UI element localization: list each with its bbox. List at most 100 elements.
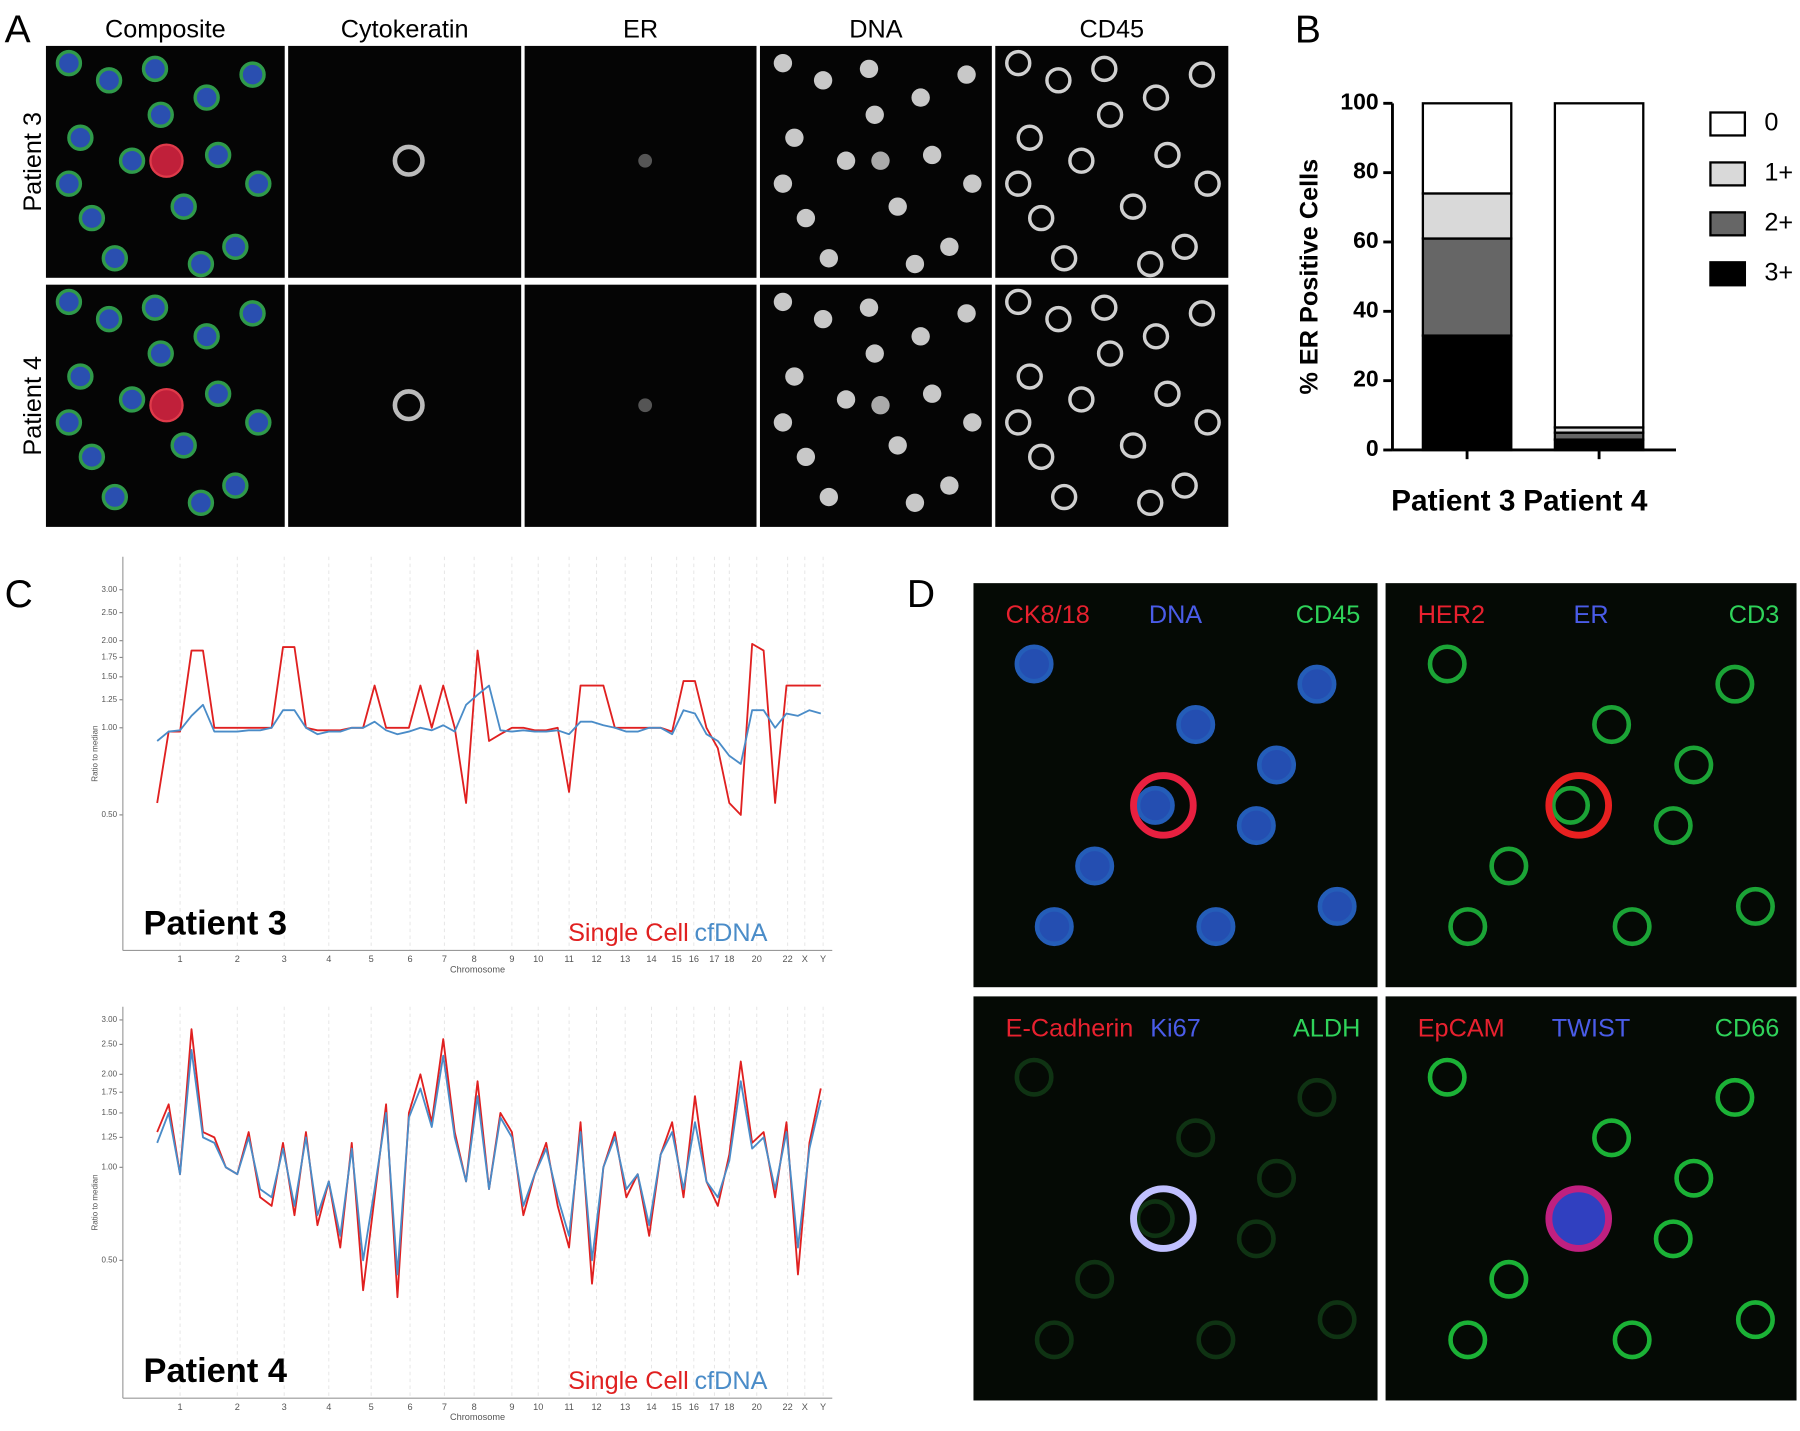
y-tick-label: 1.50: [102, 672, 118, 681]
cell: [1194, 409, 1221, 436]
cell: [1016, 124, 1043, 151]
micrograph: [759, 284, 992, 527]
y-tick-label: 20: [1353, 366, 1379, 392]
marker-label: DNA: [1149, 601, 1202, 629]
image-background: [288, 45, 522, 278]
cell: [239, 300, 266, 327]
x-tick-label: Patient 4: [1523, 485, 1648, 518]
cell: [1005, 409, 1032, 436]
cell: [1236, 806, 1276, 846]
x-axis-label: Chromosome: [450, 964, 505, 974]
x-tick-label: 2: [235, 1402, 240, 1412]
cell: [1014, 1057, 1054, 1097]
cell: [1034, 907, 1074, 947]
bar-segment: [1553, 438, 1645, 452]
cell: [1045, 305, 1072, 333]
y-axis-label: Ratio to median: [90, 726, 99, 782]
cell: [1196, 907, 1236, 947]
cell: [1612, 1320, 1652, 1360]
cell: [1137, 250, 1164, 278]
marker-label: CD45: [1296, 601, 1361, 629]
x-tick-label: 2: [235, 954, 240, 964]
row-label: Patient 4: [19, 356, 47, 456]
cell: [1550, 785, 1591, 825]
y-tick-label: 1.25: [102, 1133, 118, 1142]
x-tick-label: 4: [326, 954, 331, 964]
marker-label: CD66: [1715, 1014, 1780, 1042]
legend-label: Single Cell: [568, 1367, 689, 1395]
cell: [1317, 1300, 1357, 1340]
y-tick-label: 1.00: [102, 1162, 118, 1171]
x-tick-label: 9: [509, 954, 514, 964]
x-tick-label: 6: [408, 1402, 413, 1412]
cell: [1142, 84, 1170, 111]
cell: [813, 71, 833, 90]
y-tick-label: 2.50: [102, 608, 118, 617]
x-tick-label: 3: [282, 1402, 287, 1412]
cell: [911, 327, 930, 346]
cell: [865, 344, 884, 363]
cell: [773, 413, 793, 432]
marker-label: ER: [1574, 601, 1609, 629]
y-tick-label: 0.50: [102, 1255, 118, 1264]
cell: [101, 245, 129, 272]
cell: [1188, 300, 1216, 327]
cell: [193, 323, 220, 350]
cell: [245, 409, 272, 436]
x-tick-label: 16: [689, 1402, 699, 1412]
cell: [1196, 1320, 1236, 1360]
cell: [204, 141, 232, 169]
x-tick-label: 18: [724, 1402, 734, 1412]
cell: [1735, 1300, 1775, 1340]
x-tick-label: 6: [408, 954, 413, 964]
marker-label: EpCAM: [1418, 1014, 1505, 1042]
cell: [1027, 204, 1055, 232]
column-header: Cytokeratin: [341, 16, 469, 44]
cell: [905, 493, 925, 512]
cell: [1257, 1158, 1297, 1198]
x-tick-label: 8: [472, 954, 477, 964]
cell: [78, 443, 106, 471]
data-line: [156, 684, 822, 765]
x-tick-label: 13: [620, 954, 630, 964]
cell: [1653, 806, 1693, 846]
panel-label: A: [5, 8, 31, 51]
bar-segment: [1553, 102, 1645, 429]
annotation: Patient 4: [144, 1352, 287, 1390]
cell: [963, 413, 982, 432]
panel-label: B: [1295, 8, 1321, 51]
y-tick-label: 100: [1340, 88, 1378, 114]
x-tick-label: 5: [369, 1402, 374, 1412]
cell: [1096, 340, 1124, 367]
cell: [1612, 907, 1652, 947]
cell: [871, 151, 890, 170]
cell: [957, 65, 976, 84]
cell: [1091, 55, 1118, 83]
cell: [796, 447, 816, 467]
cell: [859, 298, 879, 317]
cell: [1236, 1219, 1276, 1259]
cell: [1045, 67, 1072, 94]
cell: [1188, 61, 1216, 88]
cell: [1592, 1118, 1632, 1158]
y-tick-label: 60: [1353, 227, 1379, 253]
x-tick-label: 1: [178, 1402, 183, 1412]
cell: [170, 432, 197, 459]
bar-segment: [1421, 237, 1513, 337]
cell: [1075, 1259, 1115, 1299]
cell: [819, 487, 839, 507]
column-header: ER: [623, 16, 658, 44]
image-background: [995, 284, 1229, 527]
micrograph: [288, 45, 522, 278]
tumor-cell: [149, 387, 184, 423]
cell: [1427, 1057, 1467, 1097]
cell: [773, 53, 793, 73]
x-tick-label: 14: [646, 954, 656, 964]
cell: [1096, 101, 1124, 128]
cell: [101, 483, 129, 511]
cells: [392, 389, 425, 422]
marker-label: CK8/18: [1006, 601, 1090, 629]
cell: [813, 309, 833, 329]
cell: [95, 305, 123, 333]
column-header: DNA: [849, 16, 902, 44]
